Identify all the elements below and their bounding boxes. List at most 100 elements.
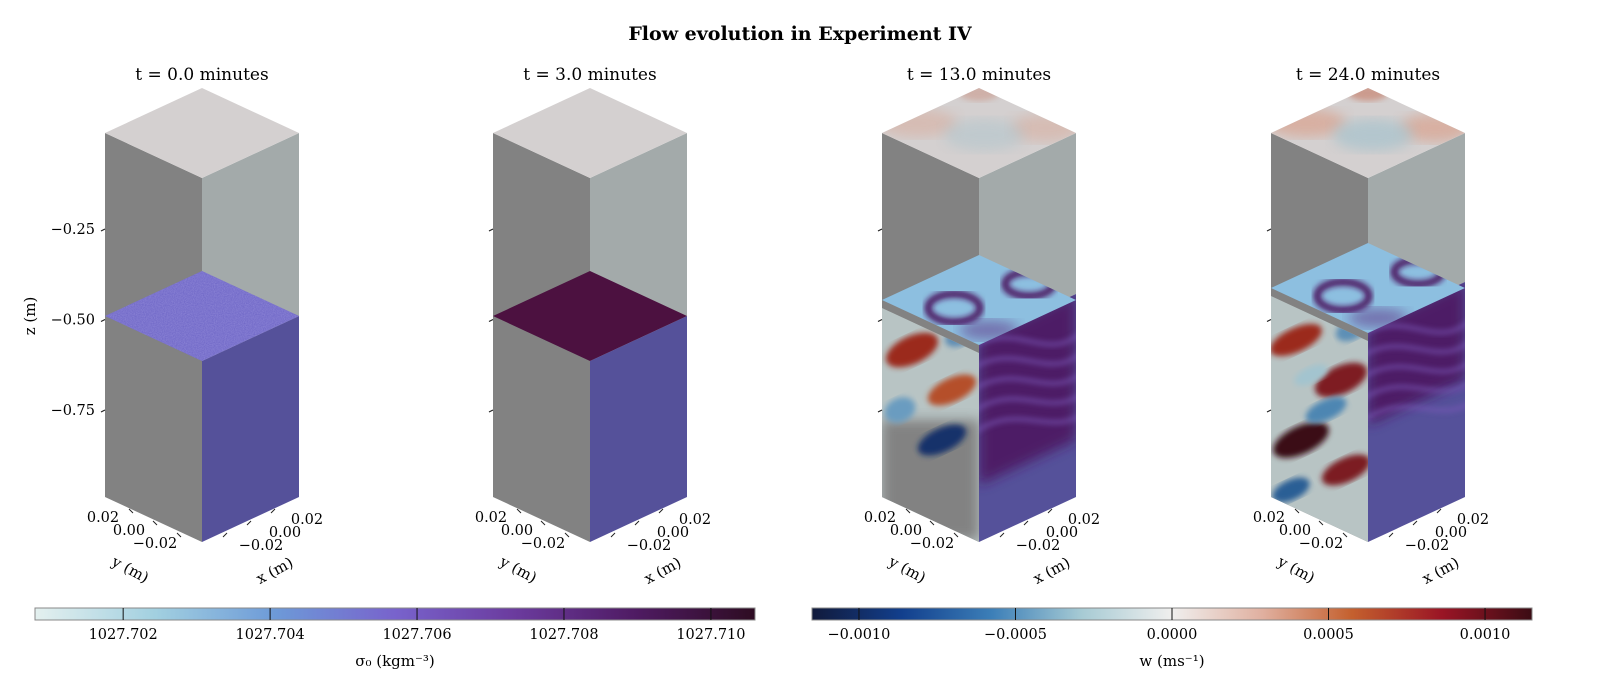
panel-4: t = 24.0 minutes0.020.00−0.020.020.00−0.…: [1253, 65, 1489, 588]
x-tick: [634, 520, 640, 526]
y-tick: [1318, 520, 1324, 526]
x-tick: [222, 532, 228, 538]
y-tick-label: 0.02: [87, 510, 119, 526]
z-tick: [877, 318, 883, 323]
figure-title: Flow evolution in Experiment IV: [628, 23, 973, 45]
z-tick-label: −0.50: [51, 313, 95, 329]
y-tick: [1342, 532, 1348, 538]
y-tick-label: −0.02: [133, 536, 177, 552]
y-tick: [953, 532, 959, 538]
y-tick: [564, 532, 570, 538]
y-tick-label: 0.00: [501, 523, 533, 539]
z-tick: [877, 409, 883, 413]
z-tick: [488, 318, 494, 323]
x-tick: [270, 508, 276, 514]
x-tick: [1047, 508, 1053, 514]
y-tick-label: 0.02: [475, 510, 507, 526]
x-tick-label: −0.02: [1016, 538, 1060, 554]
x-tick-label: −0.02: [627, 538, 671, 554]
x-tick-label: 0.00: [657, 525, 689, 541]
x-tick: [999, 532, 1005, 538]
x-axis-label: x (m): [253, 553, 296, 587]
z-tick: [488, 409, 494, 413]
surface-pattern: [1271, 88, 1465, 151]
z-tick: [100, 228, 106, 232]
surface-pattern: [882, 88, 1076, 151]
colorbar-tick-label: 0.0005: [1303, 627, 1354, 643]
y-axis-label: y (m): [496, 552, 540, 587]
box-top-face: [493, 88, 687, 178]
panel-3: t = 13.0 minutes0.020.00−0.020.020.00−0.…: [864, 65, 1100, 588]
y-tick-label: 0.00: [1279, 523, 1311, 539]
z-tick: [488, 228, 494, 232]
x-tick-label: −0.02: [1405, 538, 1449, 554]
y-axis-label: y (m): [885, 552, 929, 587]
colorbar-label: σ₀ (kgm⁻³): [355, 652, 435, 670]
colorbar-tick-label: 1027.702: [89, 627, 158, 643]
x-axis-label: x (m): [1030, 553, 1073, 587]
y-tick-label: −0.02: [521, 536, 565, 552]
colorbar-tick-label: −0.0005: [984, 627, 1047, 643]
x-tick: [1388, 532, 1394, 538]
panel-title: t = 0.0 minutes: [135, 65, 268, 85]
y-tick: [1294, 508, 1300, 514]
panels: t = 0.0 minutes−0.25−0.50−0.750.020.00−0…: [51, 65, 1490, 588]
x-axis-label: x (m): [641, 553, 684, 587]
y-tick: [152, 520, 158, 526]
colorbar-tick-label: 1027.708: [529, 627, 598, 643]
colorbar-tick-label: −0.0010: [828, 627, 891, 643]
y-tick-label: 0.00: [113, 523, 145, 539]
y-tick: [929, 520, 935, 526]
colorbar-1: 1027.702 1027.704 1027.706 1027.708 1027.710…: [34, 607, 756, 670]
z-tick: [1266, 228, 1272, 232]
x-tick: [246, 520, 252, 526]
y-axis-label: y (m): [1274, 552, 1318, 587]
x-tick-label: 0.00: [269, 525, 301, 541]
panel-title: t = 13.0 minutes: [907, 65, 1051, 85]
y-tick: [516, 508, 522, 514]
z-axis-label: z (m): [21, 297, 39, 336]
y-tick: [905, 508, 911, 514]
x-axis-label: x (m): [1419, 553, 1462, 587]
colorbar-tick-label: 0.0000: [1147, 627, 1198, 643]
x-tick-label: 0.00: [1435, 525, 1467, 541]
x-tick: [1023, 520, 1029, 526]
y-tick: [128, 508, 134, 514]
colorbar-tick-label: 0.0010: [1460, 627, 1511, 643]
colorbar-tick-label: 1027.706: [382, 627, 451, 643]
y-tick: [540, 520, 546, 526]
z-tick-label: −0.25: [51, 222, 95, 238]
box-right-face-lower: [590, 316, 687, 542]
panel-title: t = 3.0 minutes: [523, 65, 656, 85]
y-tick-label: 0.02: [1253, 510, 1285, 526]
z-tick: [100, 409, 106, 413]
x-tick-label: 0.02: [291, 512, 323, 528]
colorbar-gradient: [34, 607, 756, 621]
box-right-face-lower: [202, 316, 299, 542]
colorbar-2: −0.0010 −0.0005 0.0000 0.0005 0.0010 w (ms⁻¹): [811, 607, 1533, 670]
z-tick-label: −0.75: [51, 403, 95, 419]
x-tick: [1412, 520, 1418, 526]
x-tick-label: −0.02: [239, 538, 283, 554]
y-tick: [176, 532, 182, 538]
y-tick-label: 0.00: [890, 523, 922, 539]
y-tick-label: −0.02: [1299, 536, 1343, 552]
y-tick-label: −0.02: [910, 536, 954, 552]
colorbars: 1027.702 1027.704 1027.706 1027.708 1027.710…: [34, 607, 1533, 670]
x-tick-label: 0.02: [1457, 512, 1489, 528]
colorbar-tick-label: 1027.704: [236, 627, 305, 643]
z-tick: [100, 318, 106, 323]
z-tick: [877, 228, 883, 232]
panel-1: t = 0.0 minutes−0.25−0.50−0.750.020.00−0…: [51, 65, 324, 588]
z-tick: [1266, 318, 1272, 323]
x-tick-label: 0.02: [1068, 512, 1100, 528]
interface-plane: [493, 271, 687, 361]
x-tick: [610, 532, 616, 538]
panel-2: t = 3.0 minutes0.020.00−0.020.020.00−0.0…: [475, 65, 711, 588]
y-tick-label: 0.02: [864, 510, 896, 526]
colorbar-tick-label: 1027.710: [676, 627, 745, 643]
x-tick: [658, 508, 664, 514]
x-tick-label: 0.02: [679, 512, 711, 528]
x-tick-label: 0.00: [1046, 525, 1078, 541]
